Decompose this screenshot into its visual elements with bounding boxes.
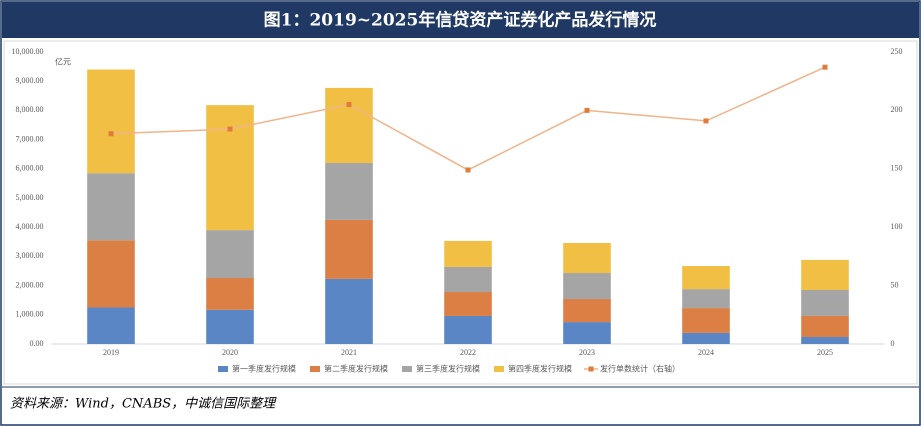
line-marker <box>346 102 352 108</box>
x-tick-label: 2023 <box>579 348 595 357</box>
bar <box>563 322 611 344</box>
bar <box>682 289 730 309</box>
x-tick-label: 2019 <box>103 348 119 357</box>
bar <box>444 315 492 344</box>
x-tick-label: 2021 <box>341 348 357 357</box>
x-tick-label: 2020 <box>222 348 238 357</box>
y-tick-label: 3,000.00 <box>16 251 44 260</box>
line-marker <box>584 107 590 113</box>
y-tick-label: 10,000.00 <box>12 47 44 56</box>
bar <box>801 259 849 290</box>
legend-label: 第二季度发行规模 <box>324 364 388 374</box>
bar <box>87 240 135 308</box>
legend-swatch <box>402 366 412 372</box>
bar <box>444 240 492 267</box>
legend-swatch <box>218 366 228 372</box>
legend-label: 发行单数统计（右轴） <box>600 364 680 374</box>
y2-tick-label: 100 <box>891 222 903 231</box>
bar <box>682 308 730 333</box>
bar <box>325 278 373 344</box>
bar <box>801 289 849 316</box>
legend-swatch <box>494 366 504 372</box>
y2-tick-label: 50 <box>891 280 899 289</box>
y-tick-label: 4,000.00 <box>16 222 44 231</box>
bar <box>682 266 730 290</box>
bar <box>801 315 849 337</box>
bar <box>206 278 254 310</box>
y-tick-label: 7,000.00 <box>16 134 44 143</box>
y-tick-label: 0.00 <box>30 339 44 348</box>
bar <box>444 266 492 293</box>
title-bar <box>2 2 919 38</box>
line-marker <box>227 126 233 132</box>
legend-label: 第一季度发行规模 <box>232 364 296 374</box>
source: 资料来源：Wind，CNABS，中诚信国际整理 <box>10 397 277 412</box>
legend-swatch <box>310 366 320 372</box>
y-tick-label: 5,000.00 <box>16 193 44 202</box>
line-marker <box>465 167 471 173</box>
bar <box>87 173 135 241</box>
x-tick-label: 2025 <box>817 348 833 357</box>
line-marker <box>822 64 828 70</box>
y-tick-label: 6,000.00 <box>16 164 44 173</box>
bar <box>206 230 254 279</box>
bar <box>563 242 611 274</box>
bar <box>206 309 254 344</box>
y-tick-label: 1,000.00 <box>16 310 44 319</box>
x-tick-label: 2024 <box>698 348 714 357</box>
bar <box>325 162 373 220</box>
legend-label: 第三季度发行规模 <box>416 364 480 374</box>
bar <box>87 307 135 344</box>
y-tick-label: 8,000.00 <box>16 105 44 114</box>
chart-title: 图1：2019~2025年信贷资产证券化产品发行情况 <box>264 10 657 31</box>
y2-tick-label: 250 <box>891 47 903 56</box>
bar <box>563 299 611 323</box>
bar <box>206 105 254 231</box>
line-marker <box>108 131 114 137</box>
y2-tick-label: 150 <box>891 164 903 173</box>
bar <box>444 292 492 316</box>
bar <box>87 69 135 174</box>
legend-label: 第四季度发行规模 <box>508 364 572 374</box>
y-tick-label: 9,000.00 <box>16 76 44 85</box>
bar <box>325 219 373 279</box>
y2-tick-label: 200 <box>891 105 903 114</box>
bar <box>801 336 849 344</box>
x-tick-label: 2022 <box>460 348 476 357</box>
bar <box>682 332 730 344</box>
y-tick-label: 2,000.00 <box>16 280 44 289</box>
bar <box>563 273 611 300</box>
y-axis-label: 亿元 <box>55 57 71 67</box>
bar <box>325 87 373 163</box>
line-marker <box>703 118 709 124</box>
legend-marker <box>588 366 594 372</box>
y2-tick-label: 0 <box>891 339 895 348</box>
plot-frame <box>3 40 918 385</box>
